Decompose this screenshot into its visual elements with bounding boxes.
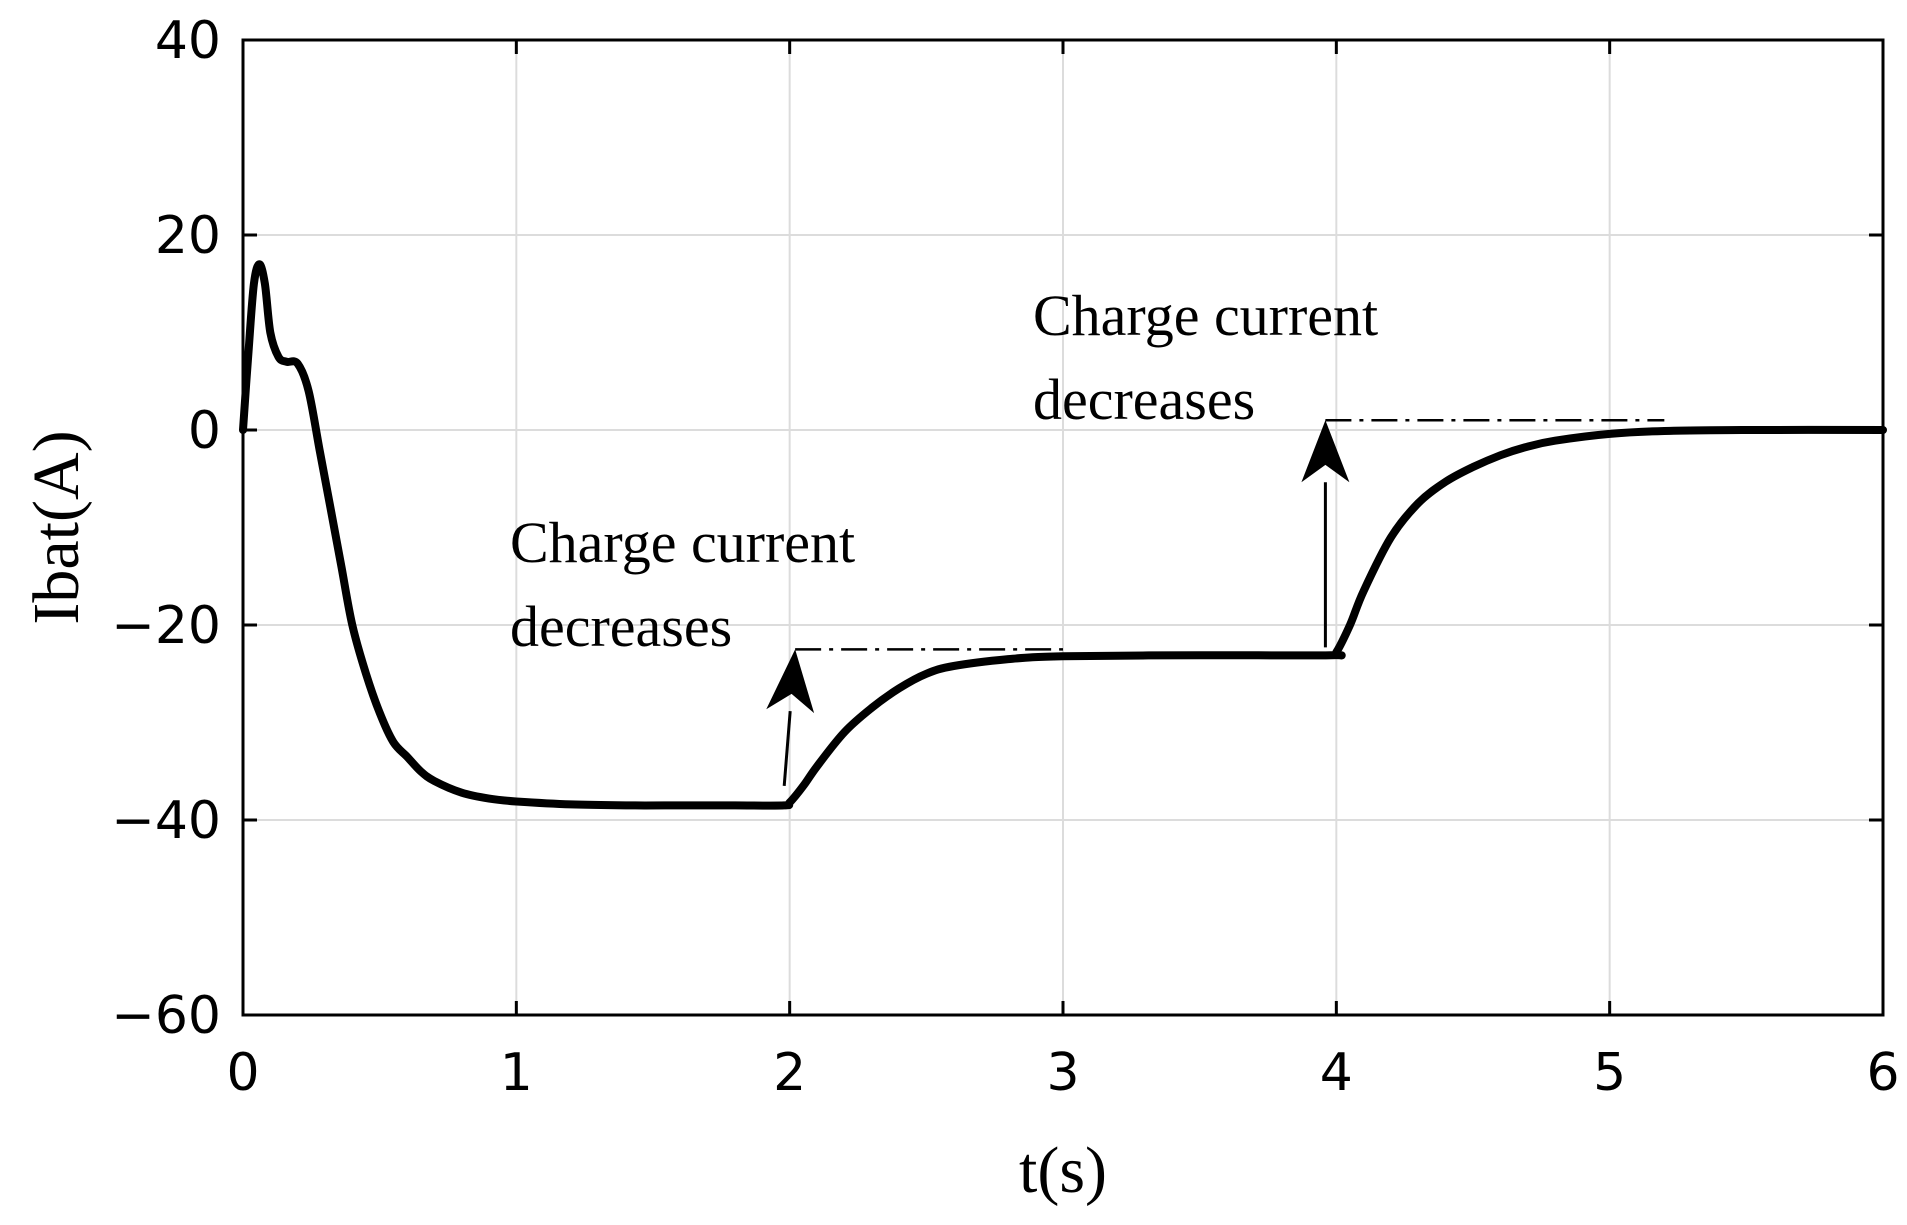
y-tick-label: −20 [111, 596, 221, 656]
annotation-arrow-head [1301, 420, 1350, 483]
annotation-layer: Charge current decreases Charge current dec… [510, 283, 1665, 786]
y-axis-title: Ibat(A) [20, 430, 93, 624]
x-tick-label: 6 [1866, 1043, 1899, 1103]
annotation-arrow-head [766, 649, 815, 714]
x-tick-label: 5 [1593, 1043, 1626, 1103]
series-line [239, 260, 1887, 810]
annotation-text: Charge current [1033, 283, 1378, 348]
x-axis-title: t(s) [1019, 1134, 1107, 1207]
series-layer [239, 260, 1887, 810]
y-tick-label: −60 [111, 986, 221, 1046]
x-tick-label: 2 [773, 1043, 806, 1103]
y-tick-label: −40 [111, 791, 221, 851]
grid-layer [243, 40, 1883, 1015]
annotation-text: Charge current [510, 510, 855, 575]
y-tick-label: 40 [155, 11, 221, 71]
annotation-text: decreases [510, 594, 732, 659]
x-tick-label: 0 [226, 1043, 259, 1103]
label-layer: 0 1 2 3 4 5 6 40 20 0 −20 −40 −60 [111, 11, 1899, 1103]
annotation-text: decreases [1033, 367, 1255, 432]
x-tick-label: 3 [1046, 1043, 1079, 1103]
y-tick-label: 20 [155, 206, 221, 266]
x-tick-label: 4 [1320, 1043, 1353, 1103]
x-tick-label: 1 [500, 1043, 533, 1103]
tick-layer [241, 38, 1885, 1017]
annotation-arrow-shaft [782, 711, 792, 786]
y-tick-label: 0 [188, 401, 221, 461]
